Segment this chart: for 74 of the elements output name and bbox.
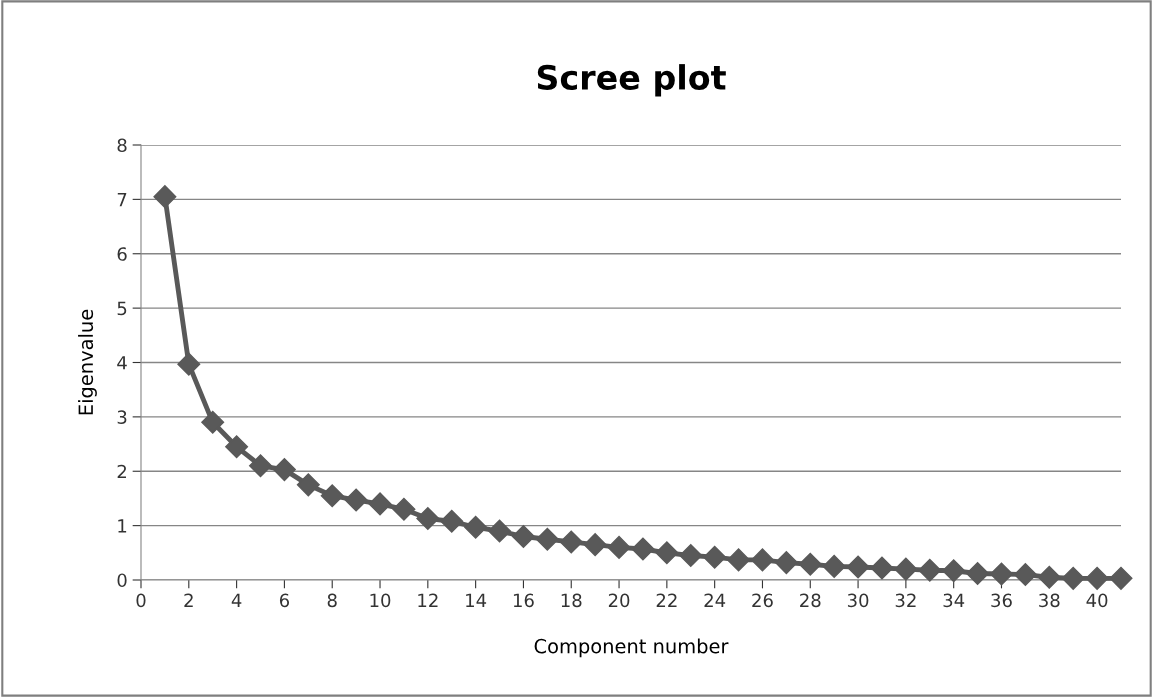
point [416, 507, 440, 531]
point [727, 548, 751, 572]
y-tick-label: 2 [117, 464, 126, 479]
point [583, 533, 607, 557]
y-tick-label: 6 [117, 247, 127, 261]
point [942, 559, 966, 583]
point [870, 556, 894, 580]
point [1085, 566, 1109, 590]
point [631, 537, 655, 561]
point [177, 352, 201, 376]
point [153, 185, 177, 209]
y-tick-label: 5 [117, 301, 127, 316]
y-tick-label: 8 [117, 138, 127, 153]
y-tick-label: 0 [117, 573, 127, 588]
point [1061, 566, 1085, 590]
chart-title: Scree plot [537, 64, 726, 97]
point [535, 527, 559, 551]
point [392, 497, 416, 521]
x-tick-label: 26 [752, 593, 773, 608]
point [774, 551, 798, 575]
x-tick-label: 20 [608, 593, 630, 608]
x-tick-label: 38 [1039, 593, 1060, 608]
point [894, 557, 918, 581]
point [225, 435, 249, 459]
point [511, 525, 535, 548]
point [272, 458, 296, 482]
point [201, 410, 225, 434]
x-tick-label: 10 [370, 593, 391, 608]
point [320, 484, 344, 508]
point [703, 545, 727, 569]
x-tick-label: 8 [327, 593, 337, 608]
x-tick-label: 24 [704, 593, 726, 607]
point [679, 544, 703, 568]
x-tick-label: 28 [800, 593, 821, 608]
x-tick-label: 4 [231, 593, 242, 607]
point [249, 454, 273, 478]
x-axis-title: Component number [534, 638, 729, 658]
x-tick-label: 12 [418, 593, 438, 607]
y-tick-label: 1 [118, 519, 127, 533]
point [344, 488, 368, 512]
x-tick-label: 34 [943, 593, 965, 608]
x-tick-label: 0 [136, 593, 146, 608]
point [966, 561, 990, 585]
point [296, 473, 320, 497]
x-tick-label: 40 [1086, 593, 1108, 608]
point [655, 541, 679, 565]
y-tick-label: 7 [117, 193, 127, 207]
x-tick-label: 32 [895, 593, 916, 608]
x-tick-label: 22 [656, 593, 677, 607]
point [607, 535, 631, 559]
point [822, 554, 846, 578]
point [1037, 565, 1061, 589]
y-axis-title: Eigenvalue [78, 309, 97, 415]
point [989, 562, 1013, 586]
point [440, 509, 464, 533]
point [368, 492, 392, 516]
x-tick-label: 36 [991, 593, 1012, 608]
x-tick-label: 14 [466, 593, 487, 607]
x-tick-label: 18 [561, 593, 582, 608]
x-tick-label: 2 [184, 593, 193, 607]
point [918, 558, 942, 582]
x-tick-label: 6 [279, 593, 290, 608]
point [846, 555, 870, 579]
x-tick-label: 30 [847, 593, 869, 608]
point [798, 552, 822, 576]
x-tick-label: 16 [513, 593, 534, 608]
y-tick-label: 3 [117, 410, 127, 424]
y-tick-label: 4 [117, 356, 127, 370]
point [1013, 563, 1037, 587]
point [750, 548, 774, 572]
point [464, 515, 488, 539]
point [559, 530, 583, 554]
point [1109, 566, 1133, 590]
point [488, 519, 512, 543]
